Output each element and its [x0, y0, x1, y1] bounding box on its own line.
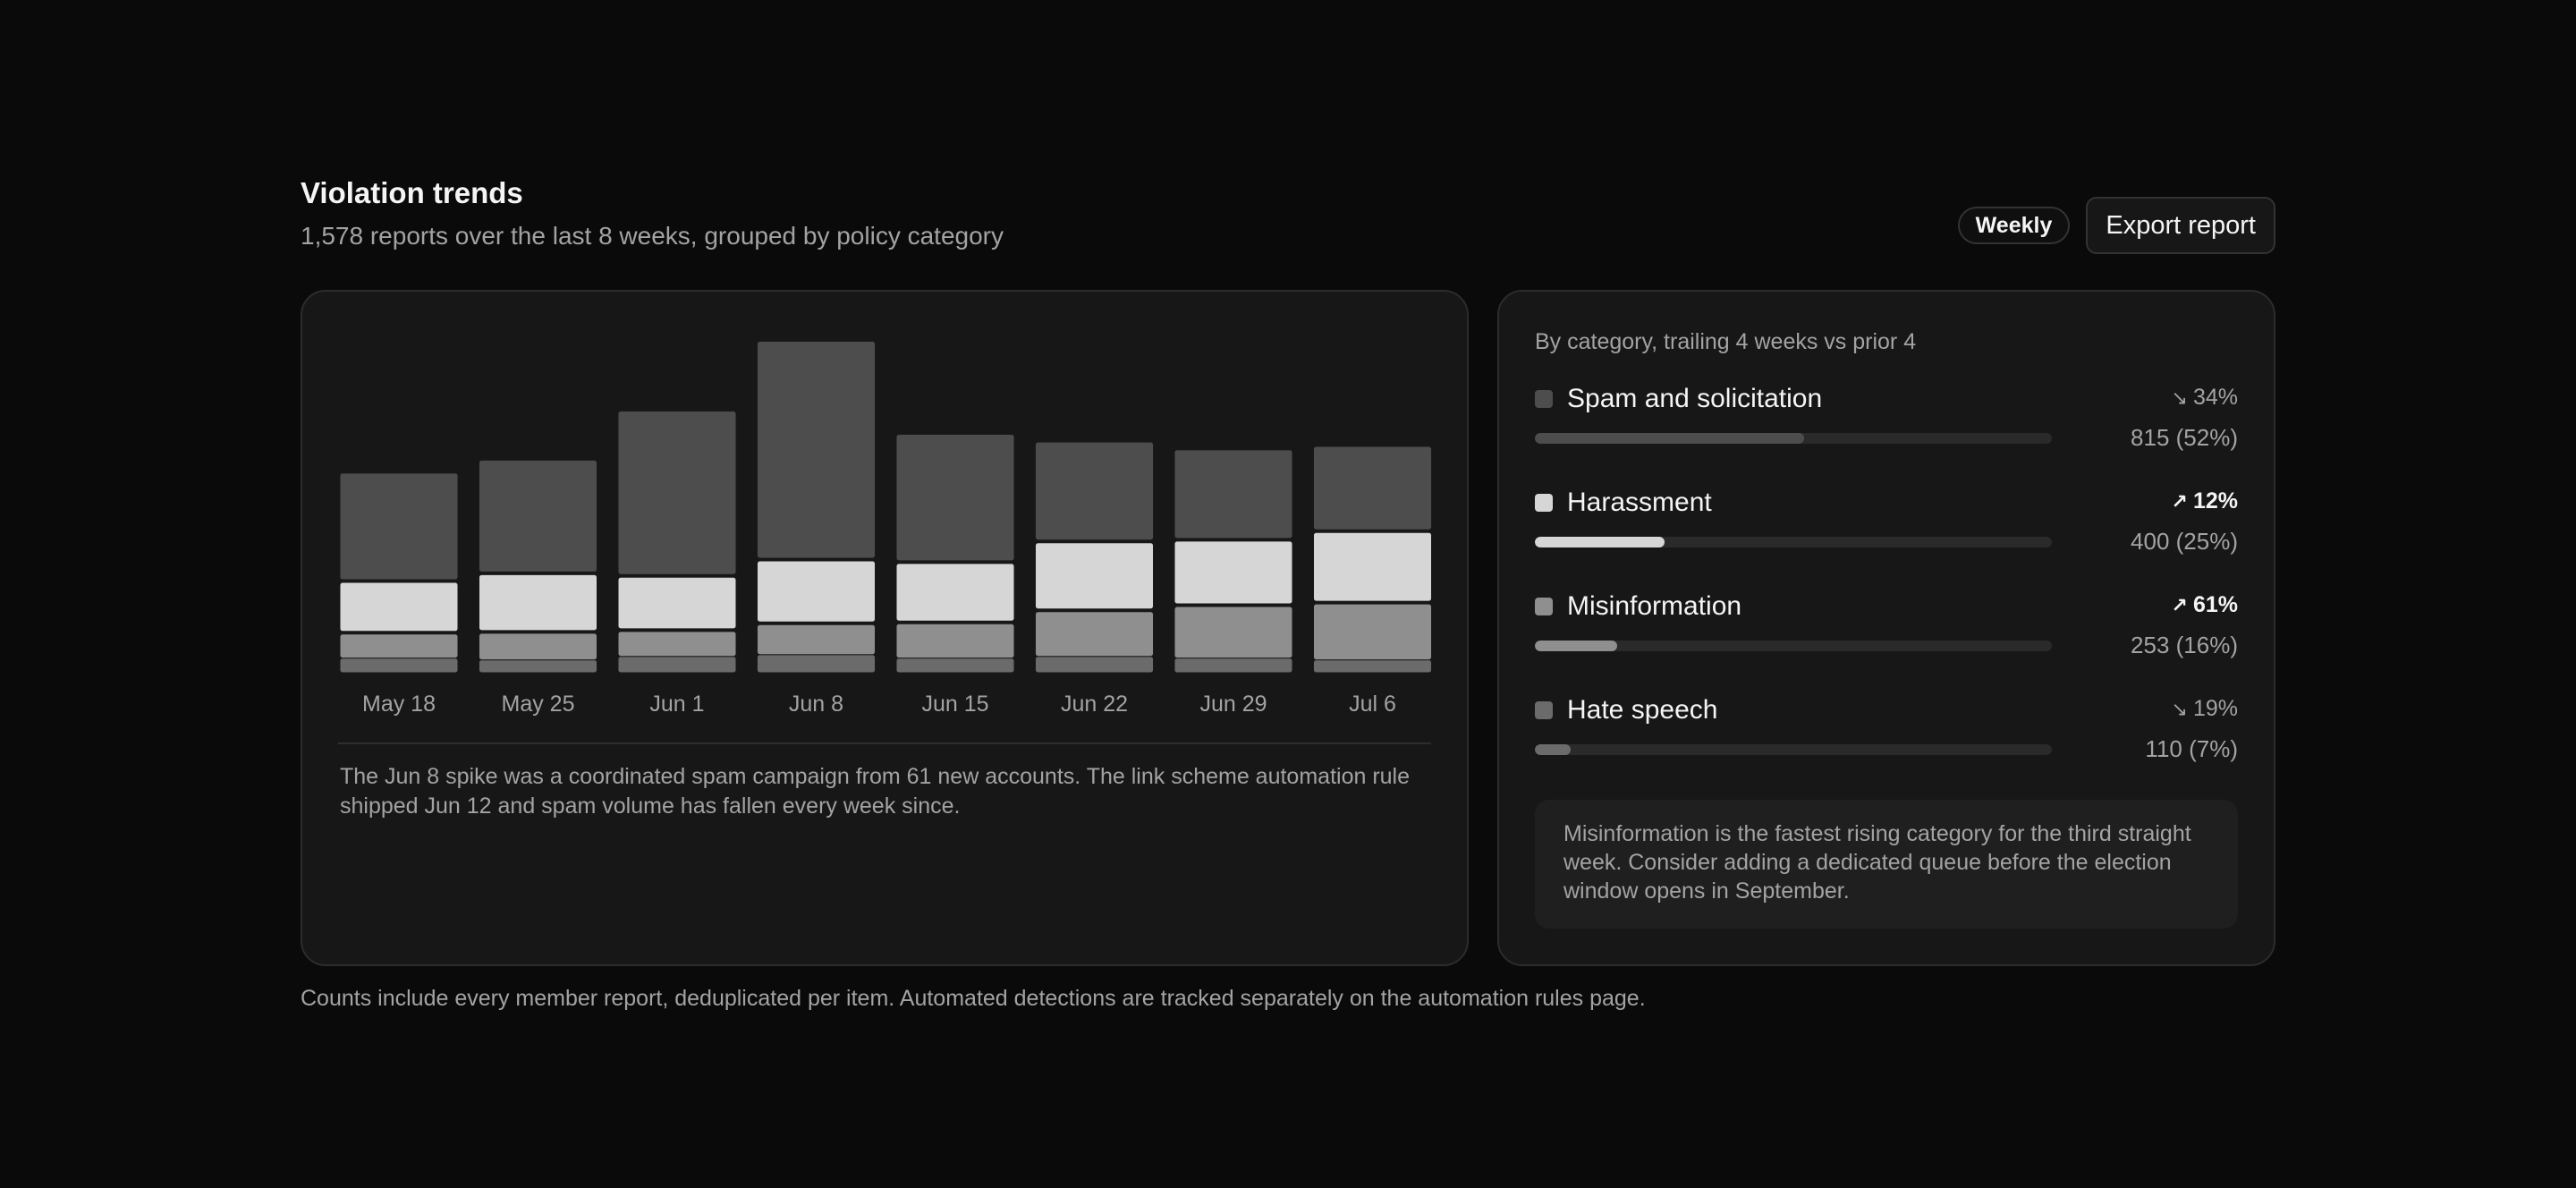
x-tick-label: Jun 15 — [921, 692, 988, 717]
bar-segment-hate-speech-may-18[interactable] — [339, 658, 459, 674]
category-count: 253 (16%) — [2131, 632, 2238, 658]
arrow-down-right-icon: ↘ — [2171, 697, 2188, 720]
bar-segment-misinformation-jun-22[interactable] — [1035, 611, 1154, 658]
category-name: Harassment — [1567, 488, 1712, 517]
category-trend: ↗ 12% — [2172, 488, 2238, 514]
category-row-hate-speech[interactable]: Hate speech ↘ 19% 110 (7%) — [1535, 692, 2238, 796]
header-actions: Weekly Export report — [1957, 197, 2275, 254]
bar-segment-spam-and-solicitation-jun-1[interactable] — [617, 411, 737, 575]
legend-swatch — [1535, 598, 1553, 615]
share-bar-fill — [1535, 433, 1804, 444]
share-bar-track — [1535, 641, 2052, 651]
bar-segment-harassment-may-18[interactable] — [339, 581, 459, 632]
trend-value: 61% — [2192, 592, 2238, 617]
bar-segment-harassment-jun-29[interactable] — [1174, 540, 1293, 605]
insight-callout: Misinformation is the fastest rising cat… — [1535, 800, 2238, 929]
stacked-bar-chart: May 18 May 25 Jun 1 Jun 8 Jun 15 Jun 22 Jun 29… — [339, 341, 1432, 717]
bar-segment-misinformation-jun-29[interactable] — [1174, 606, 1293, 659]
category-breakdown-card: By category, trailing 4 weeks vs prior 4… — [1497, 290, 2275, 966]
category-name: Spam and solicitation — [1567, 384, 1823, 413]
arrow-down-right-icon: ↘ — [2171, 386, 2188, 409]
share-bar-track — [1535, 537, 2052, 547]
category-name: Misinformation — [1567, 591, 1742, 621]
bar-segment-hate-speech-jun-8[interactable] — [757, 654, 876, 674]
breakdown-heading: By category, trailing 4 weeks vs prior 4 — [1535, 329, 1917, 354]
bar-segment-misinformation-may-18[interactable] — [339, 633, 459, 659]
trend-value: 12% — [2192, 488, 2238, 513]
chart-annotation: The Jun 8 spike was a coordinated spam c… — [340, 764, 1411, 819]
share-bar-track — [1535, 744, 2052, 755]
bar-segment-spam-and-solicitation-jun-15[interactable] — [895, 434, 1015, 562]
bar-segment-hate-speech-jun-22[interactable] — [1035, 656, 1154, 674]
header: Violation trends 1,578 reports over the … — [301, 175, 2275, 254]
bar-segment-misinformation-jul-6[interactable] — [1313, 603, 1432, 661]
bar-segment-misinformation-may-25[interactable] — [479, 632, 597, 661]
bar-segment-misinformation-jun-15[interactable] — [895, 623, 1015, 659]
category-count: 110 (7%) — [2145, 735, 2238, 762]
bar-segment-harassment-jun-22[interactable] — [1035, 542, 1154, 610]
category-trend: ↘ 19% — [2172, 696, 2238, 722]
bar-segment-hate-speech-jun-1[interactable] — [617, 656, 737, 674]
legend-swatch — [1535, 390, 1553, 408]
x-tick-label: Jul 6 — [1349, 692, 1396, 717]
category-row-spam-and-solicitation[interactable]: Spam and solicitation ↘ 34% 815 (52%) — [1535, 381, 2238, 485]
chart-card: May 18 May 25 Jun 1 Jun 8 Jun 15 Jun 22 Jun 29… — [301, 290, 1469, 966]
share-bar-fill — [1535, 744, 1572, 755]
x-tick-label: Jun 22 — [1061, 692, 1128, 717]
category-count: 400 (25%) — [2131, 528, 2238, 555]
arrow-up-right-icon: ↗ — [2171, 489, 2188, 513]
category-row-misinformation[interactable]: Misinformation ↗ 61% 253 (16%) — [1535, 589, 2238, 692]
category-trend: ↘ 34% — [2172, 385, 2238, 411]
category-row-harassment[interactable]: Harassment ↗ 12% 400 (25%) — [1535, 485, 2238, 589]
bar-segment-harassment-jun-15[interactable] — [895, 563, 1015, 622]
bar-segment-harassment-jul-6[interactable] — [1313, 531, 1432, 602]
arrow-up-right-icon: ↗ — [2171, 593, 2188, 616]
violation-trends-panel: Violation trends 1,578 reports over the … — [301, 175, 2275, 1011]
bar-segment-harassment-may-25[interactable] — [479, 573, 597, 632]
trend-value: 19% — [2192, 696, 2238, 721]
bar-segment-misinformation-jun-8[interactable] — [757, 624, 876, 656]
share-bar-track — [1535, 433, 2052, 444]
share-bar-fill — [1535, 537, 1665, 547]
bar-segment-harassment-jun-1[interactable] — [617, 576, 737, 630]
x-tick-label: May 18 — [362, 692, 436, 717]
export-report-button[interactable]: Export report — [2086, 197, 2275, 254]
legend-swatch — [1535, 701, 1553, 719]
category-name: Hate speech — [1567, 695, 1718, 725]
category-list: Spam and solicitation ↘ 34% 815 (52%) Harass… — [1535, 381, 2238, 796]
x-tick-label: May 25 — [502, 692, 575, 717]
cards: May 18 May 25 Jun 1 Jun 8 Jun 15 Jun 22 Jun 29… — [301, 290, 2275, 966]
page-subtitle: 1,578 reports over the last 8 weeks, gro… — [301, 222, 1004, 250]
bar-segment-harassment-jun-8[interactable] — [757, 560, 876, 623]
bar-segment-spam-and-solicitation-may-25[interactable] — [479, 459, 597, 573]
x-tick-label: Jun 1 — [649, 692, 704, 717]
share-bar-fill — [1535, 641, 1618, 651]
bar-segment-hate-speech-jun-15[interactable] — [895, 658, 1015, 674]
chart-divider — [338, 742, 1431, 744]
category-trend: ↗ 61% — [2172, 592, 2238, 618]
page-title: Violation trends — [301, 176, 523, 209]
bar-segment-misinformation-jun-1[interactable] — [617, 631, 737, 658]
legend-swatch — [1535, 494, 1553, 512]
bar-segment-spam-and-solicitation-jun-8[interactable] — [757, 341, 876, 559]
bar-segment-spam-and-solicitation-may-18[interactable] — [339, 472, 459, 581]
bar-segment-spam-and-solicitation-jul-6[interactable] — [1313, 446, 1432, 530]
bar-segment-spam-and-solicitation-jun-29[interactable] — [1174, 449, 1293, 539]
period-badge[interactable]: Weekly — [1957, 207, 2071, 244]
x-tick-label: Jun 8 — [789, 692, 843, 717]
footnote: Counts include every member report, dedu… — [301, 986, 1646, 1011]
x-tick-label: Jun 29 — [1199, 692, 1267, 717]
bar-segment-spam-and-solicitation-jun-22[interactable] — [1035, 441, 1154, 541]
trend-value: 34% — [2192, 385, 2238, 410]
bar-segment-hate-speech-jul-6[interactable] — [1313, 659, 1432, 674]
bar-segment-hate-speech-jun-29[interactable] — [1174, 658, 1293, 674]
category-count: 815 (52%) — [2131, 424, 2238, 451]
bar-segment-hate-speech-may-25[interactable] — [479, 659, 597, 674]
